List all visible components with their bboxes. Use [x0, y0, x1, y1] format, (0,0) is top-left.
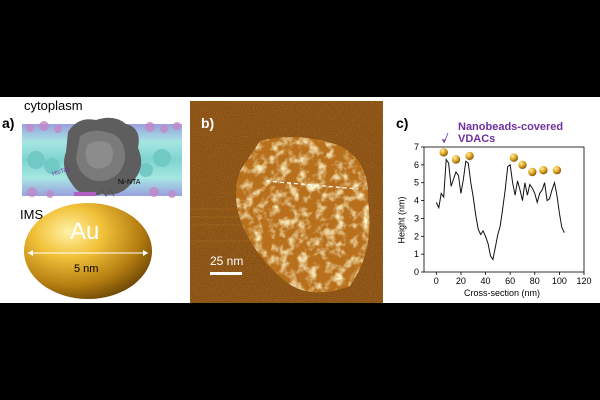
- diameter-label: 5 nm: [74, 263, 99, 275]
- x-tick-label: 80: [530, 276, 540, 286]
- cytoplasm-label: cytoplasm: [24, 98, 83, 113]
- x-tick-label: 40: [481, 276, 491, 286]
- gold-nanobead: [24, 203, 152, 299]
- y-axis-label: Height (nm): [396, 196, 407, 244]
- height-profile-panel: c) Nanobeads-covered VDACs 0 20 40 60 80 100 1…: [388, 97, 600, 303]
- panel-b-label: b): [201, 115, 215, 131]
- nanobead-marker: [439, 148, 448, 157]
- height-profile-chart: 0 20 40 60 80 100 120 0 1 2 3 4 5 6 7: [414, 132, 592, 286]
- nanobead-marker: [539, 166, 548, 175]
- nanobeads-annotation: Nanobeads-covered VDACs: [458, 121, 564, 145]
- x-tick-label: 20: [456, 276, 466, 286]
- x-axis-label: Cross-section (nm): [464, 288, 541, 298]
- x-tick-label: 120: [576, 276, 591, 286]
- ni-nta-label: Ni-NTA: [118, 179, 141, 186]
- annotation-arrowhead: [441, 139, 446, 143]
- nanobead-marker: [528, 167, 537, 177]
- x-tick-label: 60: [505, 276, 515, 286]
- nanobead-marker: [552, 166, 562, 175]
- y-tick-label: 4: [414, 196, 419, 206]
- au-label: Au: [70, 218, 100, 245]
- nanobead-marker: [518, 160, 527, 170]
- x-tick-label: 100: [552, 276, 567, 286]
- ims-label: IMS: [20, 207, 44, 222]
- nanobead-marker: [509, 153, 519, 162]
- afm-image: 25 nm: [190, 101, 383, 303]
- nanobead-marker: [465, 151, 474, 161]
- y-tick-label: 6: [414, 160, 419, 170]
- scale-bar-label: 25 nm: [210, 254, 244, 268]
- y-tick-label: 3: [414, 213, 419, 223]
- vdac-membrane-illustration: [22, 117, 182, 198]
- y-tick-label: 5: [414, 178, 419, 188]
- plot-frame: [423, 146, 585, 273]
- y-tick-label: 0: [414, 267, 419, 277]
- height-profile-line: [435, 157, 565, 261]
- panel-a-label: a): [2, 115, 15, 131]
- figure: a) cytoplasm HisTag Ni-NTA IMS: [0, 97, 600, 303]
- y-tick-label: 2: [414, 231, 419, 241]
- x-tick-label: 0: [434, 276, 439, 286]
- nanobead-marker: [451, 155, 461, 164]
- y-tick-label: 1: [414, 249, 419, 259]
- panel-c-label: c): [396, 115, 409, 131]
- y-tick-label: 7: [414, 142, 419, 152]
